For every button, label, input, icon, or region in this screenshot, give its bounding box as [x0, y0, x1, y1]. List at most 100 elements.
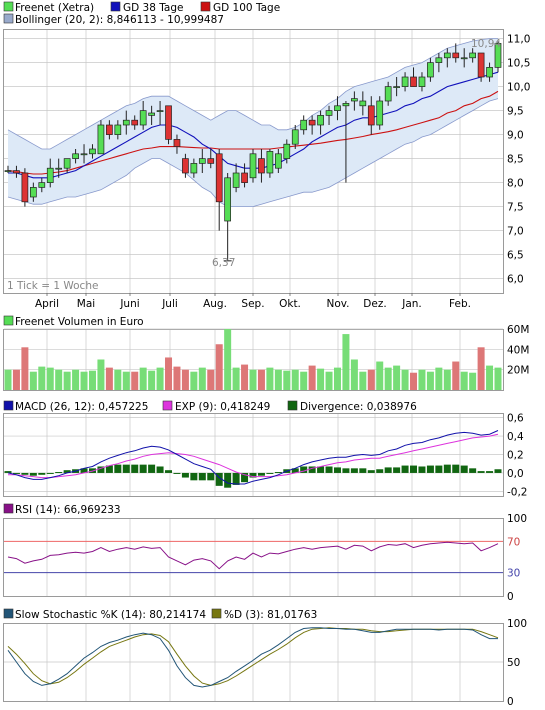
divergence-bar	[393, 467, 401, 473]
price-y-tick-label: 11,0	[507, 34, 530, 46]
divergence-bar	[435, 465, 443, 473]
divergence-bar	[190, 472, 198, 481]
volume-bar	[333, 367, 341, 390]
legend-swatch-volume	[3, 315, 14, 326]
divergence-bar	[173, 472, 181, 474]
legend-swatch-gd38	[110, 1, 121, 12]
divergence-bar	[376, 469, 384, 473]
macd-panel	[3, 413, 504, 497]
candle-body	[190, 163, 198, 174]
divergence-bar	[114, 464, 122, 473]
candle-body	[435, 57, 443, 63]
candle-body	[148, 112, 155, 116]
candle-body	[443, 52, 451, 59]
divergence-bar	[198, 472, 206, 481]
legend-swatch-freenet	[3, 1, 14, 12]
legend-swatch-exp	[162, 400, 173, 411]
volume-bar	[21, 347, 29, 390]
divergence-bar	[486, 471, 494, 473]
candle-body	[351, 98, 358, 102]
volume-bar	[215, 344, 223, 390]
volume-bar	[384, 367, 392, 390]
volume-bar	[367, 369, 375, 390]
volume-bar	[4, 369, 12, 390]
legend-label-gd38: GD 38 Tage	[123, 2, 184, 14]
divergence-bar	[384, 467, 392, 473]
divergence-bar	[29, 472, 37, 476]
candle-body	[156, 110, 164, 112]
macd-line	[7, 430, 499, 485]
volume-bar	[435, 367, 443, 390]
divergence-bar	[55, 472, 63, 474]
candle-body	[139, 110, 147, 126]
candle-body	[241, 172, 248, 183]
candle-body	[122, 119, 130, 126]
volume-bar	[241, 364, 249, 390]
divergence-bar	[122, 464, 130, 473]
candle-body	[55, 167, 63, 170]
volume-bar	[317, 368, 325, 390]
low-annotation: 6,37	[212, 257, 235, 269]
tick-note: 1 Tick = 1 Woche	[7, 280, 98, 292]
bollinger-lower-line	[7, 98, 499, 207]
divergence-bar	[300, 466, 308, 473]
macd-y-tick-label: -0,2	[507, 486, 528, 498]
divergence-bar	[12, 472, 20, 474]
volume-bar	[38, 366, 46, 390]
divergence-bar	[410, 465, 418, 473]
divergence-bar	[215, 472, 223, 486]
legend-label-exp: EXP (9): 0,418249	[175, 401, 270, 413]
stochastic-k-line	[7, 627, 498, 688]
high-annotation: 10,94	[471, 38, 501, 50]
volume-bar	[232, 367, 240, 390]
candle-body	[367, 105, 375, 126]
legend-label-rsi: RSI (14): 66,969233	[15, 504, 121, 516]
rsi-y-tick-label: 30	[507, 568, 520, 580]
volume-bar	[283, 370, 291, 390]
candle-body	[308, 119, 316, 126]
volume-bar	[131, 371, 139, 390]
legend-label-stoch-k: Slow Stochastic %K (14): 80,214174	[15, 609, 206, 621]
volume-bar	[300, 371, 308, 390]
candle-body	[460, 57, 468, 60]
x-axis-label: Dez.	[363, 298, 386, 310]
candle-body	[477, 52, 485, 78]
divergence-bar	[207, 472, 215, 481]
legend-swatch-rsi	[3, 503, 14, 514]
volume-bar	[122, 371, 130, 390]
volume-bar	[173, 366, 181, 390]
divergence-bar	[469, 468, 477, 473]
volume-bar	[452, 361, 460, 390]
stochastic-y-tick-label: 100	[507, 618, 527, 630]
legend-swatch-stoch-d	[211, 608, 222, 619]
x-axis-label: April	[35, 298, 59, 310]
legend-swatch-bollinger	[3, 13, 14, 24]
volume-y-tick-label: 40M	[507, 344, 529, 356]
rsi-line	[7, 541, 499, 570]
volume-bar	[401, 369, 409, 390]
volume-bar	[80, 371, 88, 390]
divergence-bar	[232, 472, 240, 485]
rsi-y-tick-label: 70	[507, 536, 520, 548]
candle-body	[106, 124, 113, 135]
divergence-bar	[452, 464, 460, 473]
divergence-bar	[350, 468, 358, 473]
divergence-bar	[418, 466, 426, 473]
candle-body	[418, 76, 426, 87]
divergence-bar	[308, 466, 316, 473]
legend-label-freenet: Freenet (Xetra)	[15, 2, 94, 14]
volume-bar	[274, 369, 282, 390]
candle-body	[393, 86, 400, 88]
legend-swatch-macd	[3, 400, 14, 411]
price-y-tick-label: 10,5	[507, 58, 530, 70]
divergence-bar	[494, 469, 502, 473]
divergence-bar	[325, 466, 333, 473]
candle-body	[494, 43, 502, 68]
price-y-tick-label: 7,0	[507, 226, 524, 238]
candle-body	[232, 172, 240, 188]
price-y-tick-label: 9,0	[507, 130, 524, 142]
volume-bar	[359, 371, 367, 390]
x-axis-label: Juni	[119, 298, 139, 310]
candle-body	[274, 153, 282, 169]
candle-body	[300, 119, 308, 131]
